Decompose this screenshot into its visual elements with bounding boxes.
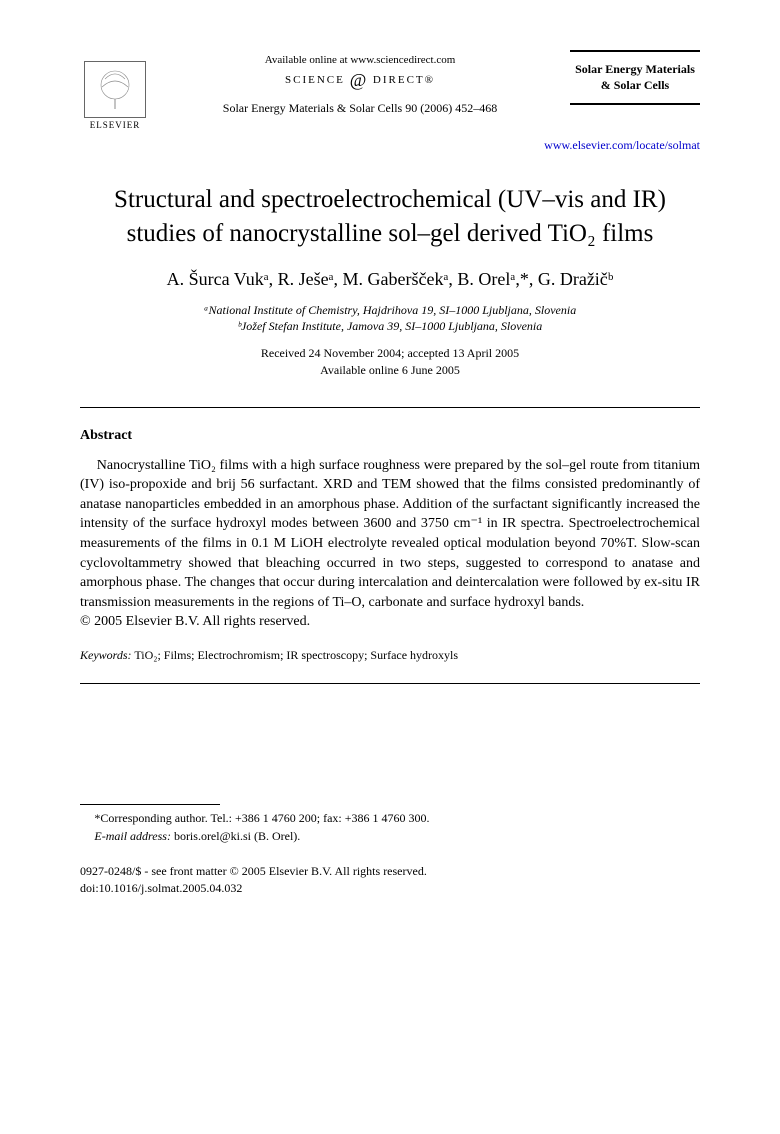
footer: 0927-0248/$ - see front matter © 2005 El… <box>80 863 700 897</box>
abstract-body: Nanocrystalline TiO₂ films with a high s… <box>80 456 700 613</box>
article-title: Structural and spectroelectrochemical (U… <box>80 183 700 251</box>
sd-at-icon: @ <box>350 70 369 90</box>
keywords-line: Keywords: TiO₂; Films; Electrochromism; … <box>80 648 700 663</box>
page: ELSEVIER Available online at www.science… <box>0 0 780 957</box>
citation-line: Solar Energy Materials & Solar Cells 90 … <box>150 101 570 116</box>
authors-line: A. Šurca Vukᵃ, R. Ješeᵃ, M. Gaberščekᵃ, … <box>80 269 700 290</box>
abstract-copyright: © 2005 Elsevier B.V. All rights reserved… <box>80 614 700 630</box>
rule-bottom <box>80 683 700 684</box>
locate-link[interactable]: www.elsevier.com/locate/solmat <box>80 138 700 153</box>
affiliation-b: ᵇJožef Stefan Institute, Jamova 39, SI–1… <box>80 318 700 335</box>
dates-block: Received 24 November 2004; accepted 13 A… <box>80 345 700 379</box>
sd-left: SCIENCE <box>285 74 345 86</box>
publisher-logo: ELSEVIER <box>80 50 150 130</box>
footer-line2: doi:10.1016/j.solmat.2005.04.032 <box>80 880 700 897</box>
received-accepted: Received 24 November 2004; accepted 13 A… <box>80 345 700 362</box>
journal-title-box: Solar Energy Materials & Solar Cells <box>570 50 700 105</box>
sciencedirect-logo: SCIENCE @ DIRECT® <box>150 70 570 91</box>
keywords-label: Keywords: <box>80 648 132 662</box>
elsevier-tree-icon <box>84 61 146 118</box>
affiliation-a: ᵃNational Institute of Chemistry, Hajdri… <box>80 302 700 319</box>
corresponding-author-footnote: *Corresponding author. Tel.: +386 1 4760… <box>80 809 700 827</box>
footnote-separator <box>80 804 220 805</box>
sd-right: DIRECT® <box>373 74 435 86</box>
header: ELSEVIER Available online at www.science… <box>80 50 700 130</box>
elsevier-label: ELSEVIER <box>90 120 141 130</box>
available-online-date: Available online 6 June 2005 <box>80 362 700 379</box>
email-footnote: E-mail address: boris.orel@ki.si (B. Ore… <box>80 827 700 845</box>
keywords-text: TiO₂; Films; Electrochromism; IR spectro… <box>132 648 459 662</box>
email-value: boris.orel@ki.si (B. Orel). <box>171 829 300 843</box>
footer-line1: 0927-0248/$ - see front matter © 2005 El… <box>80 863 700 880</box>
journal-line2: & Solar Cells <box>574 78 696 94</box>
rule-top <box>80 407 700 408</box>
journal-line1: Solar Energy Materials <box>574 62 696 78</box>
affiliations: ᵃNational Institute of Chemistry, Hajdri… <box>80 302 700 336</box>
available-online-text: Available online at www.sciencedirect.co… <box>150 54 570 66</box>
email-label: E-mail address: <box>94 829 171 843</box>
abstract-heading: Abstract <box>80 428 700 444</box>
center-header: Available online at www.sciencedirect.co… <box>150 50 570 116</box>
